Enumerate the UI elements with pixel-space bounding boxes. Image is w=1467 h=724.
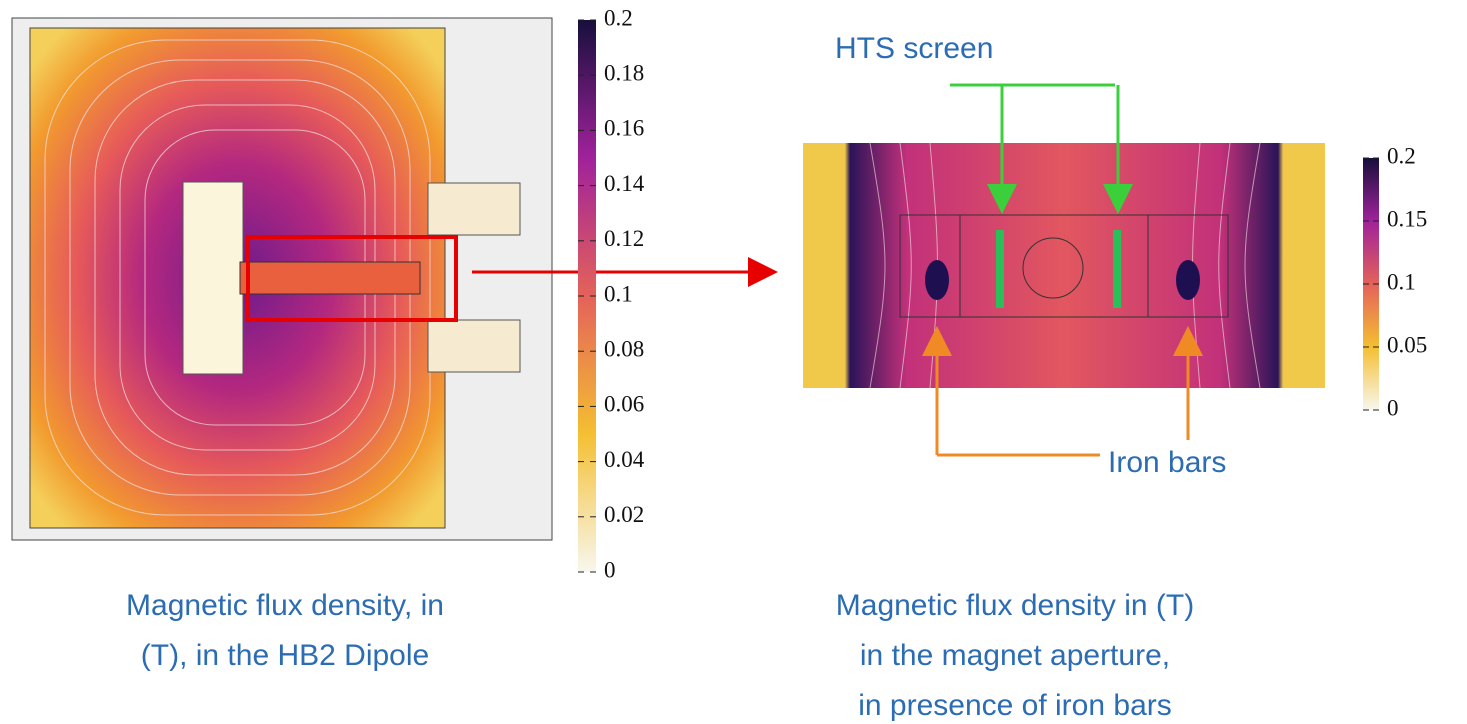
tick-label: 0.02 (604, 502, 644, 527)
caption: (T), in the HB2 Dipole (141, 639, 429, 672)
tick-label: 0.2 (604, 5, 633, 30)
caption: Magnetic flux density in (T) (836, 589, 1194, 622)
tick-label: 0 (604, 557, 616, 582)
tick-label: 0.1 (1387, 269, 1416, 294)
tick-label: 0.14 (604, 171, 645, 196)
left-field-map (12, 18, 772, 540)
annotation: Iron bars (1108, 446, 1226, 479)
tick-label: 0.08 (604, 336, 644, 361)
caption: in the magnet aperture, (860, 639, 1170, 672)
tick-label: 0.06 (604, 392, 644, 417)
tick-label: 0.12 (604, 226, 644, 251)
caption: in presence of iron bars (858, 689, 1172, 722)
tick-label: 0.1 (604, 281, 633, 306)
tick-label: 0 (1387, 395, 1399, 420)
figure: HTS screen Iron bars 0 0.02 0.04 0.06 0.08 0.… (0, 0, 1467, 724)
annotation: HTS screen (835, 32, 993, 65)
caption: Magnetic flux density, in (126, 589, 444, 622)
tick-label: 0.2 (1387, 143, 1416, 168)
right-field-map (803, 85, 1325, 455)
tick-label: 0.15 (1387, 206, 1427, 231)
tick-label: 0.04 (604, 447, 645, 472)
tick-label: 0.05 (1387, 332, 1427, 357)
tick-label: 0.16 (604, 116, 644, 141)
tick-label: 0.18 (604, 60, 644, 85)
